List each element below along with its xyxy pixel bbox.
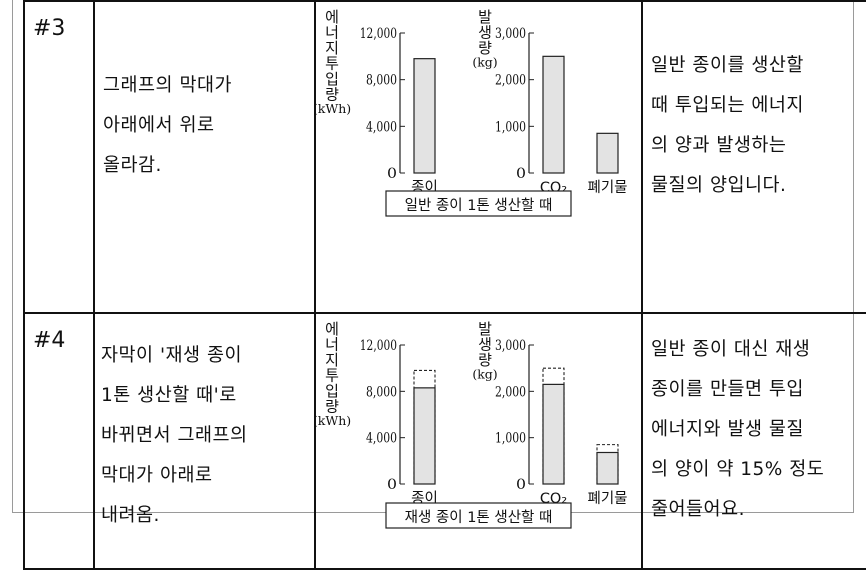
y-tick-label: 1,000 <box>495 119 526 135</box>
chart-title-box <box>385 502 572 529</box>
y-tick-label: 0 <box>516 477 526 493</box>
x-category-label: 폐기물 <box>587 179 627 196</box>
narration-line: 줄어들어요. <box>651 499 745 520</box>
storyboard-table: #3 그래프의 막대가 아래에서 위로 올라감. 0 4,000 8,000 12,0… <box>23 0 866 570</box>
description-line: 그래프의 막대가 <box>103 75 233 96</box>
y-axis-label-char: 에 <box>325 320 339 338</box>
y-tick-label: 2,000 <box>495 384 526 400</box>
y-tick-label: 2,000 <box>495 73 526 89</box>
y-tick-label: 0 <box>516 166 526 182</box>
y-axis-label-char: 량 <box>478 39 492 57</box>
data-bar <box>413 387 436 485</box>
y-tick-label: 4,000 <box>366 431 397 447</box>
narration-line: 종이를 만들면 투입 <box>651 379 804 400</box>
description-line: 막대가 아래로 <box>101 465 213 486</box>
scene-description: 그래프의 막대가 아래에서 위로 올라감. <box>93 0 316 314</box>
y-axis-label-char: 입 <box>325 70 339 88</box>
y-axis-label-char: 너 <box>325 336 339 354</box>
y-axis-label-char: 량 <box>325 398 339 416</box>
description-line: 자막이 '재생 종이 <box>101 345 242 366</box>
y-axis-unit: (kWh) <box>316 101 351 116</box>
description-line: 올라감. <box>103 155 162 176</box>
y-tick-label: 12,000 <box>360 338 397 354</box>
data-bar <box>596 132 619 174</box>
y-axis-label-char: 발 <box>478 8 492 26</box>
y-tick-label: 0 <box>387 166 397 182</box>
description-line: 내려옴. <box>101 505 160 526</box>
y-tick-label: 3,000 <box>495 26 526 42</box>
y-axis-label-char: 입 <box>325 382 339 400</box>
y-tick-label: 12,000 <box>360 26 397 42</box>
description-line: 아래에서 위로 <box>103 115 215 136</box>
y-tick-label: 4,000 <box>366 119 397 135</box>
graph-cell: 0 4,000 8,000 12,000 에 너 지 투 입 량 (kWh) 종이 0 1,000 2,00… <box>314 0 643 314</box>
graph-cell: 0 4,000 8,000 12,000 에 너 지 투 입 량 (kWh) 종이 0 1,000 2,00… <box>314 312 643 570</box>
y-axis-label-char: 생 <box>478 24 492 42</box>
y-tick-label: 0 <box>387 477 397 493</box>
y-axis-unit: (kWh) <box>316 413 351 428</box>
scene-number: #4 <box>23 312 95 570</box>
y-tick-label: 8,000 <box>366 384 397 400</box>
y-axis-label-char: 에 <box>325 8 339 26</box>
y-axis-label-char: 량 <box>478 351 492 369</box>
y-axis-label-char: 량 <box>325 86 339 104</box>
data-bar <box>413 58 436 174</box>
data-bar <box>596 451 619 485</box>
y-axis-unit: (kg) <box>472 55 497 70</box>
bar-chart-recycled-paper: 04,0008,00012,000에너지투입량(kWh)종이01,0002,00… <box>316 320 628 529</box>
narration-line: 의 양이 약 15% 정도 <box>651 459 825 480</box>
narration-line: 일반 종이를 생산할 <box>651 55 804 76</box>
chart-title: 재생 종이 1톤 생산할 때 <box>405 509 553 526</box>
x-category-label: 폐기물 <box>587 490 627 507</box>
y-axis-label-char: 투 <box>325 55 339 73</box>
y-axis-unit: (kg) <box>472 367 497 382</box>
scene-number: #3 <box>23 0 95 314</box>
scene-description: 자막이 '재생 종이 1톤 생산할 때'로 바뀌면서 그래프의 막대가 아래로 … <box>93 312 316 570</box>
description-line: 1톤 생산할 때'로 <box>101 385 237 406</box>
y-axis-label-char: 지 <box>325 351 339 369</box>
scene-narration: 일반 종이 대신 재생 종이를 만들면 투입 에너지와 발생 물질 의 양이 약… <box>641 312 866 570</box>
bar-chart-general-paper: 04,0008,00012,000에너지투입량(kWh)종이01,0002,00… <box>316 8 628 217</box>
storyboard-row-3: #3 그래프의 막대가 아래에서 위로 올라감. 0 4,000 8,000 12,0… <box>23 0 866 314</box>
narration-line: 에너지와 발생 물질 <box>651 419 804 440</box>
chart-title-box <box>385 190 572 217</box>
y-axis-label-char: 발 <box>478 320 492 338</box>
y-axis-label-char: 투 <box>325 367 339 385</box>
y-tick-label: 1,000 <box>495 431 526 447</box>
y-axis-label-char: 생 <box>478 336 492 354</box>
storyboard-row-4: #4 자막이 '재생 종이 1톤 생산할 때'로 바뀌면서 그래프의 막대가 아… <box>23 312 866 570</box>
narration-line: 일반 종이 대신 재생 <box>651 339 811 360</box>
y-axis-label-char: 너 <box>325 24 339 42</box>
description-line: 바뀌면서 그래프의 <box>101 425 248 446</box>
chart-title: 일반 종이 1톤 생산할 때 <box>405 197 553 214</box>
y-tick-label: 8,000 <box>366 73 397 89</box>
data-bar <box>542 55 565 174</box>
narration-line: 물질의 양입니다. <box>651 175 787 196</box>
y-axis-label-char: 지 <box>325 39 339 57</box>
scene-narration: 일반 종이를 생산할 때 투입되는 에너지 의 양과 발생하는 물질의 양입니다… <box>641 0 866 314</box>
narration-line: 때 투입되는 에너지 <box>651 95 804 116</box>
narration-line: 의 양과 발생하는 <box>651 135 787 156</box>
y-tick-label: 3,000 <box>495 338 526 354</box>
data-bar <box>542 383 565 485</box>
